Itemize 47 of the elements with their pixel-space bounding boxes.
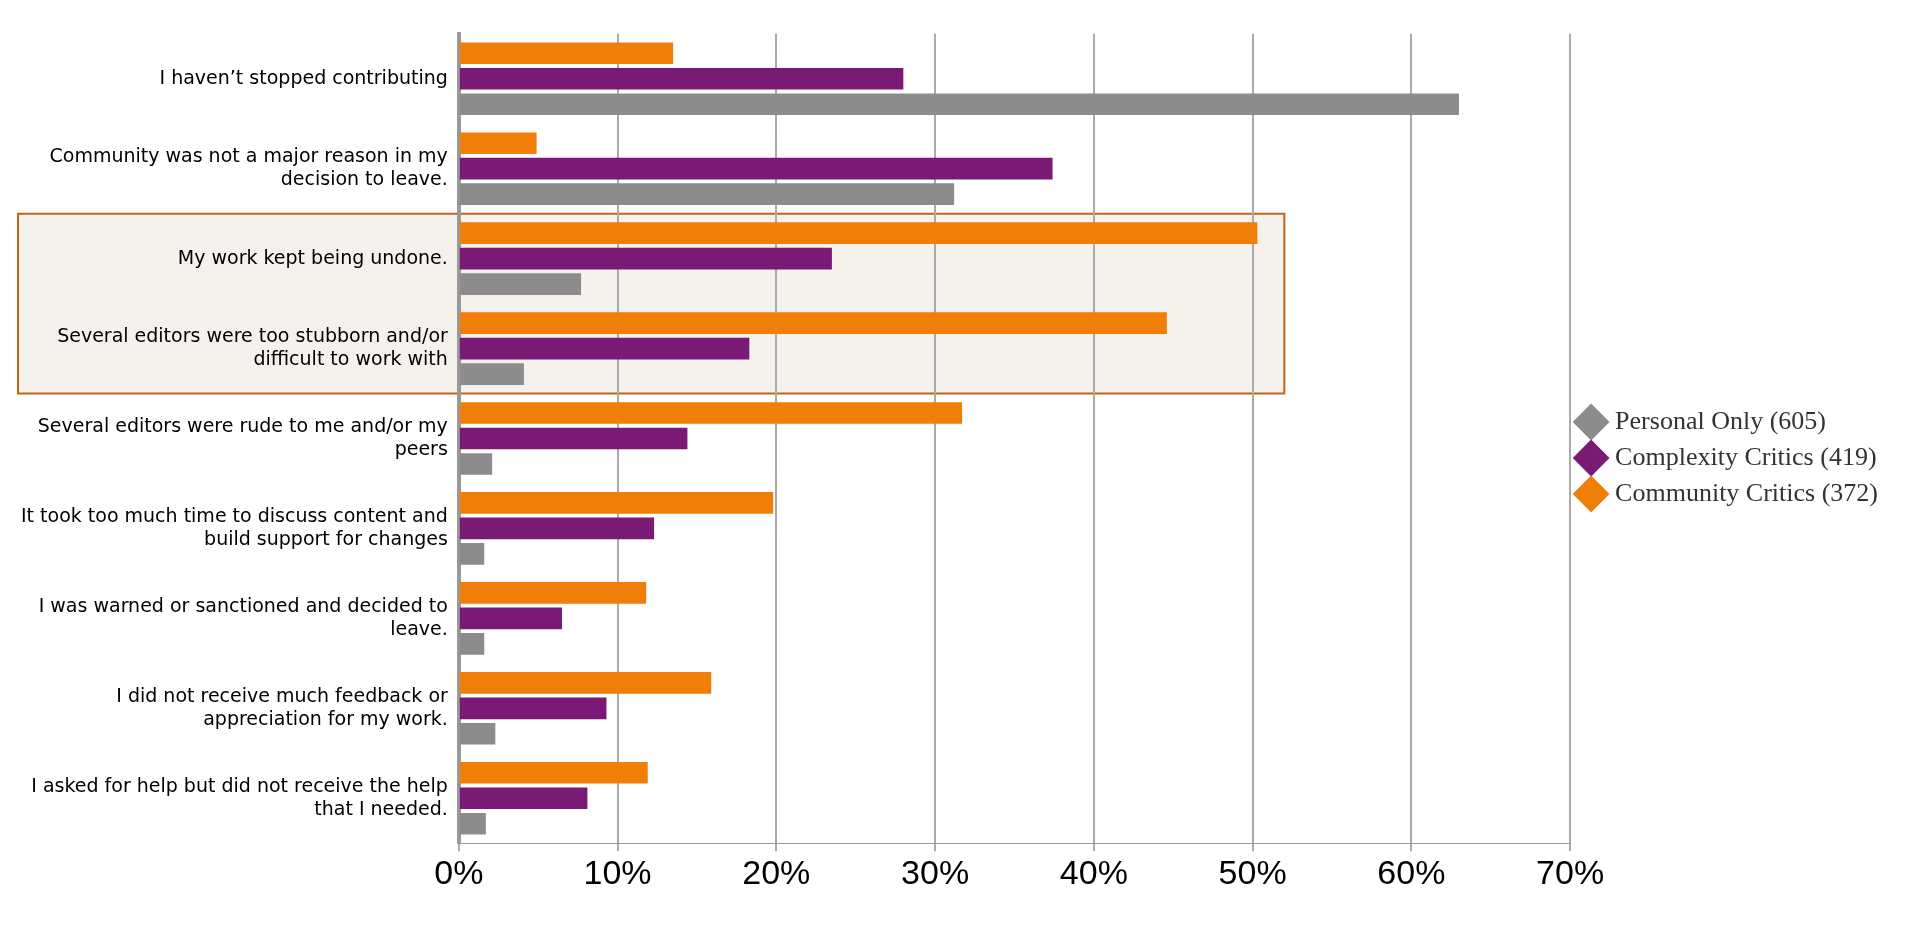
bar — [459, 427, 688, 450]
bar — [459, 42, 674, 65]
y-tick-label: My work kept being undone. — [177, 245, 448, 268]
legend-label: Complexity Critics (419) — [1615, 441, 1877, 471]
bar — [459, 183, 955, 206]
legend-label: Community Critics (372) — [1615, 477, 1879, 507]
bar — [459, 402, 963, 424]
bar — [459, 517, 655, 540]
bar — [459, 363, 524, 385]
bar — [459, 273, 582, 295]
bar — [459, 633, 485, 655]
x-tick-label: 40% — [1059, 852, 1128, 891]
y-tick-label: It took too much time to discuss content and build support for changes — [20, 503, 448, 549]
bar — [459, 787, 588, 810]
y-tick-label: I was warned or sanctioned and decided to leave. — [38, 593, 448, 639]
bar — [459, 337, 750, 360]
bar — [459, 453, 493, 475]
bar — [459, 312, 1167, 334]
y-tick-label: Several editors were too stubborn and/or difficult to work with — [57, 324, 448, 369]
x-tick-label: 10% — [583, 852, 652, 891]
bar — [459, 157, 1053, 180]
x-tick-label: 20% — [742, 852, 811, 891]
y-tick-label: Several editors were rude to me and/or my peers — [37, 414, 448, 459]
y-tick-label: I did not receive much feedback or appreciation for my work. — [116, 683, 449, 729]
bar — [459, 67, 904, 90]
bar — [459, 247, 832, 270]
bar — [459, 761, 648, 784]
bar — [459, 671, 712, 694]
x-tick-label: 50% — [1218, 852, 1287, 891]
x-tick-label: 70% — [1536, 852, 1605, 891]
bar — [459, 93, 1459, 116]
x-tick-label: 30% — [901, 852, 970, 891]
y-tick-label: I asked for help but did not receive the help that I needed. — [31, 773, 448, 819]
bar — [459, 812, 486, 835]
bar — [459, 582, 647, 604]
bar — [459, 607, 563, 630]
bar — [459, 492, 774, 514]
x-tick-label: 0% — [434, 852, 484, 891]
y-tick-label: I haven’t stopped contributing — [159, 65, 448, 88]
bar — [459, 722, 496, 745]
y-tick-label: Community was not a major reason in my decision to leave. — [49, 144, 448, 190]
bar — [459, 132, 537, 155]
bar — [459, 222, 1258, 244]
bar — [459, 543, 485, 565]
legend-label: Personal Only (605) — [1615, 405, 1826, 435]
x-tick-label: 60% — [1377, 852, 1446, 891]
bar — [459, 697, 607, 720]
